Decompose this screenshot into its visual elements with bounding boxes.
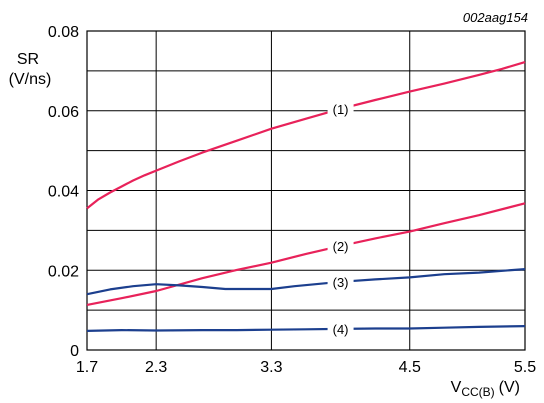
series-layer	[86, 61, 526, 332]
x-axis-label-main: V	[451, 379, 462, 396]
x-tick-label: 2.3	[145, 359, 167, 376]
y-tick-label: 0.02	[48, 263, 79, 280]
series-line-1	[86, 61, 526, 210]
x-axis-label-unit: (V)	[499, 379, 520, 396]
series-line-3	[86, 268, 526, 296]
series-line-4	[86, 325, 526, 332]
series-label-bg-4	[327, 320, 354, 337]
x-axis-label: VCC(B) (V)	[451, 379, 520, 399]
x-tick-label: 3.3	[260, 359, 282, 376]
x-tick-label: 4.5	[399, 359, 421, 376]
plot-frame	[86, 30, 526, 351]
y-tick-label: 0	[70, 343, 79, 360]
series-label-3: (3)	[333, 275, 349, 290]
grid-layer	[87, 31, 525, 350]
x-tick-label: 1.7	[76, 359, 98, 376]
series-label-bg-2	[327, 237, 354, 254]
y-tick-label: 0.06	[48, 104, 79, 121]
series-label-bg-3	[327, 273, 354, 290]
y-axis-label-line2: (V/ns)	[9, 71, 52, 88]
tick-layer: 0 0.02 0.04 0.06 0.08 1.7 2.3 3.3 4.5 5.5	[48, 24, 536, 376]
series-line-2	[86, 202, 526, 306]
x-axis-label-sub: CC(B)	[461, 385, 494, 399]
y-tick-label: 0.08	[48, 24, 79, 41]
series-label-1: (1)	[333, 102, 349, 117]
chart-code: 002aag154	[463, 10, 528, 25]
series-label-bg-1	[327, 100, 354, 117]
series-label-4: (4)	[333, 322, 349, 337]
label-layer: (1) (2) (3) (4)	[327, 100, 354, 337]
series-label-2: (2)	[333, 239, 349, 254]
y-axis-label-line1: SR	[17, 51, 39, 68]
x-tick-label: 5.5	[514, 359, 536, 376]
y-tick-label: 0.04	[48, 184, 79, 201]
